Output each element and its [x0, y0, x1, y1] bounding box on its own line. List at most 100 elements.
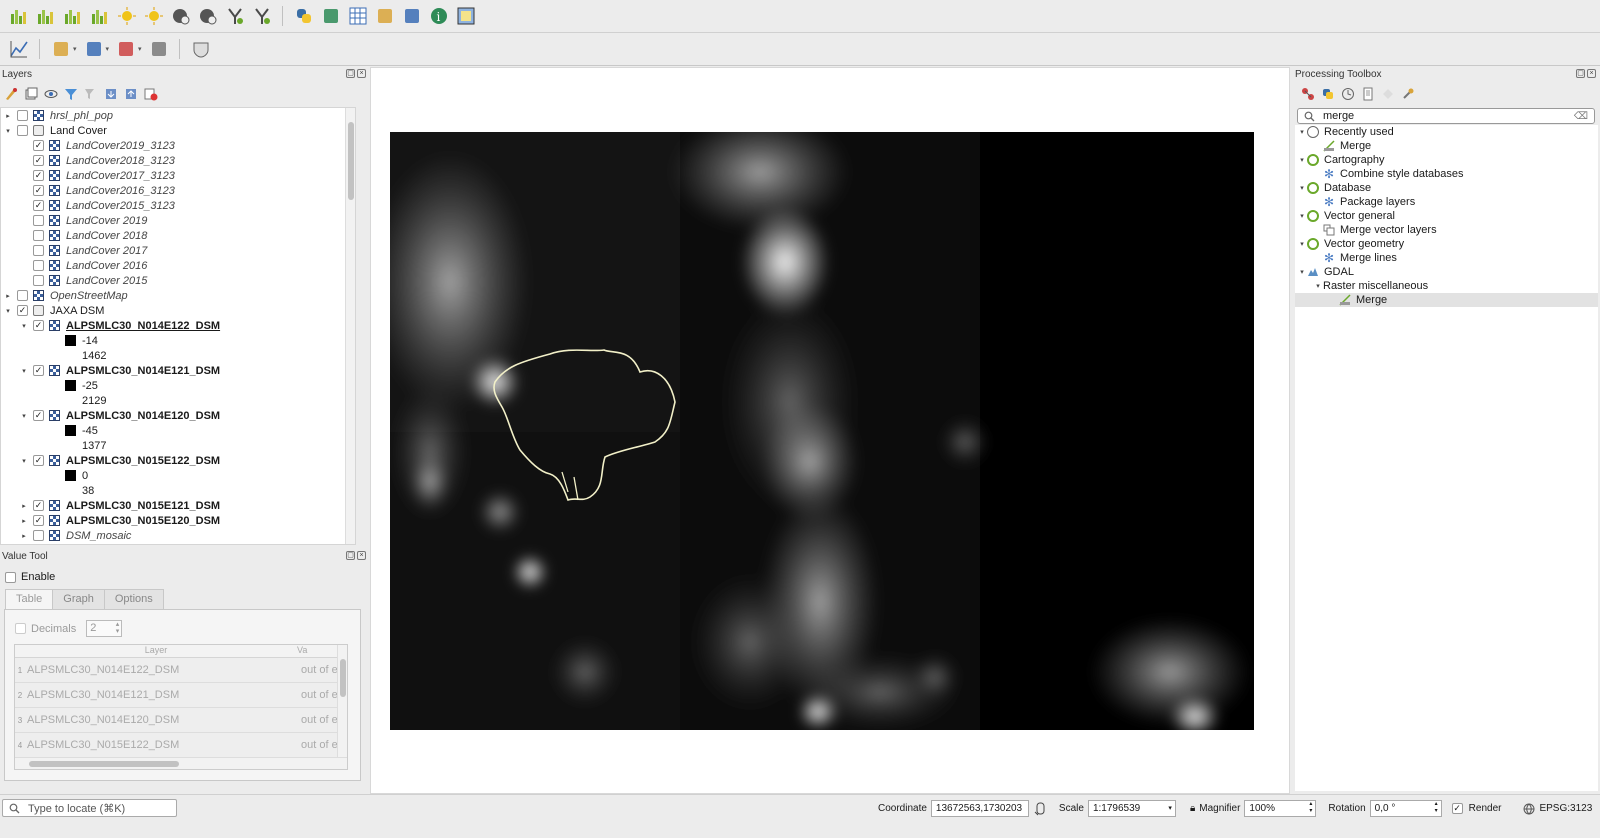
expand-arrow-icon[interactable]: ▾	[1300, 129, 1304, 136]
layer-visibility-checkbox[interactable]	[33, 275, 44, 286]
value-table-hscroll[interactable]	[15, 757, 347, 769]
close-panel-button[interactable]: ×	[357, 69, 366, 78]
vector-y-icon[interactable]	[224, 5, 246, 27]
layer-visibility-checkbox[interactable]: ✓	[33, 155, 44, 166]
edit-features-in-place-icon[interactable]	[1381, 87, 1395, 101]
layer-visibility-checkbox[interactable]	[33, 245, 44, 256]
expand-arrow-icon[interactable]: ▾	[6, 307, 10, 315]
filter-expression-icon[interactable]	[84, 87, 98, 101]
processing-search-input[interactable]: merge ⌫	[1297, 108, 1595, 124]
layer-item[interactable]: LandCover 2016	[1, 258, 355, 273]
expand-arrow-icon[interactable]: ▾	[1300, 269, 1304, 276]
layer-item[interactable]: ✓ LandCover2018_3123	[1, 153, 355, 168]
sun-add-icon[interactable]	[116, 5, 138, 27]
col-value-header[interactable]: Va	[297, 645, 308, 655]
dropdown-arrow-icon[interactable]: ▾	[138, 46, 142, 53]
mask-icon[interactable]	[190, 38, 212, 60]
algorithm-group[interactable]: ▾ Vector geometry	[1295, 237, 1598, 251]
layer-visibility-checkbox[interactable]: ✓	[33, 455, 44, 466]
layer-visibility-checkbox[interactable]: ✓	[33, 140, 44, 151]
layer-item[interactable]: ▾ ✓ ALPSMLC30_N014E122_DSM	[1, 318, 355, 333]
layer-visibility-checkbox[interactable]	[17, 290, 28, 301]
algorithm-item[interactable]: Merge vector layers	[1295, 223, 1598, 237]
layer-visibility-checkbox[interactable]	[33, 230, 44, 241]
remove-layer-icon[interactable]	[144, 87, 158, 101]
legend-item[interactable]: 1462	[1, 348, 355, 363]
layer-item[interactable]: ▾ ✓ ALPSMLC30_N014E121_DSM	[1, 363, 355, 378]
layer-visibility-checkbox[interactable]	[33, 215, 44, 226]
layer-item[interactable]: ▾ ✓ JAXA DSM	[1, 303, 355, 318]
table-row[interactable]: 2 ALPSMLC30_N014E121_DSM out of e	[15, 683, 347, 708]
layer-visibility-checkbox[interactable]: ✓	[33, 170, 44, 181]
layer-visibility-checkbox[interactable]: ✓	[33, 500, 44, 511]
enable-checkbox[interactable]	[5, 571, 16, 583]
layer-visibility-checkbox[interactable]: ✓	[33, 365, 44, 376]
layer-item[interactable]: LandCover 2017	[1, 243, 355, 258]
crs-value[interactable]: EPSG:3123	[1539, 803, 1593, 814]
style-manager-icon[interactable]	[4, 87, 18, 101]
algorithm-group[interactable]: ▾ Cartography	[1295, 153, 1598, 167]
layer-visibility-checkbox[interactable]: ✓	[33, 410, 44, 421]
expand-arrow-icon[interactable]: ▾	[1300, 157, 1304, 164]
vector-y-alt-icon[interactable]	[251, 5, 273, 27]
expand-arrow-icon[interactable]: ▾	[22, 412, 26, 420]
layer-visibility-checkbox[interactable]: ✓	[33, 515, 44, 526]
layer-item[interactable]: ▸ DSM_mosaic	[1, 528, 355, 543]
python-icon[interactable]	[293, 5, 315, 27]
table-row[interactable]: 3 ALPSMLC30_N014E120_DSM out of e	[15, 708, 347, 733]
render-checkbox[interactable]: ✓	[1451, 803, 1463, 814]
layer-item[interactable]: ▸ OpenStreetMap	[1, 288, 355, 303]
layer-item[interactable]: LandCover 2015	[1, 273, 355, 288]
algorithm-group[interactable]: ▾ Recently used	[1295, 125, 1598, 139]
histogram-icon[interactable]	[8, 5, 30, 27]
select-features-icon[interactable]	[50, 38, 72, 60]
layer-visibility-checkbox[interactable]	[17, 110, 28, 121]
layer-visibility-checkbox[interactable]	[17, 125, 28, 136]
sun-icon[interactable]	[143, 5, 165, 27]
models-icon[interactable]	[1301, 87, 1315, 101]
expand-arrow-icon[interactable]: ▾	[1300, 185, 1304, 192]
tab-table[interactable]: Table	[5, 589, 54, 609]
locator-search-input[interactable]: Type to locate (⌘K)	[2, 799, 177, 817]
algorithm-item[interactable]: ✻ Combine style databases	[1295, 167, 1598, 181]
mouse-toggle-icon[interactable]	[1033, 802, 1047, 816]
sync-icon[interactable]	[401, 5, 423, 27]
layer-item[interactable]: LandCover 2018	[1, 228, 355, 243]
close-panel-button[interactable]: ×	[1587, 69, 1596, 78]
profile-chart-icon[interactable]	[8, 38, 30, 60]
expand-arrow-icon[interactable]: ▾	[1300, 241, 1304, 248]
tab-graph[interactable]: Graph	[52, 589, 105, 609]
layer-visibility-checkbox[interactable]: ✓	[33, 200, 44, 211]
layer-tree-scrollbar[interactable]	[345, 108, 355, 544]
legend-item[interactable]: 1377	[1, 438, 355, 453]
crs-globe-icon[interactable]	[1523, 803, 1535, 815]
dropdown-arrow-icon[interactable]: ▾	[73, 46, 77, 53]
magnifier-spinbox[interactable]: 100% ▴ ▾	[1244, 800, 1317, 817]
path-tool-icon[interactable]	[374, 5, 396, 27]
spin-arrows-icon[interactable]: ▴ ▾	[115, 621, 120, 635]
attribute-table-icon[interactable]	[83, 38, 105, 60]
expand-arrow-icon[interactable]: ▾	[1316, 283, 1320, 290]
image-icon[interactable]	[455, 5, 477, 27]
algorithm-item[interactable]: ✻ Merge lines	[1295, 251, 1598, 265]
layer-visibility-checkbox[interactable]: ✓	[33, 185, 44, 196]
legend-item[interactable]: 2129	[1, 393, 355, 408]
table-row[interactable]: 1 ALPSMLC30_N014E122_DSM out of e	[15, 658, 347, 683]
expand-arrow-icon[interactable]: ▸	[22, 517, 26, 525]
algorithm-group[interactable]: ▾ GDAL	[1295, 265, 1598, 279]
algorithm-item[interactable]: Merge	[1295, 139, 1598, 153]
algorithm-item[interactable]: Merge	[1295, 293, 1598, 307]
layer-item[interactable]: ▾ ✓ ALPSMLC30_N014E120_DSM	[1, 408, 355, 423]
results-viewer-icon[interactable]	[1361, 87, 1375, 101]
scale-combobox[interactable]: 1:1796539 ▾	[1087, 800, 1176, 817]
col-layer-header[interactable]: Layer	[144, 645, 168, 655]
layer-item[interactable]: ✓ LandCover2019_3123	[1, 138, 355, 153]
layer-item[interactable]: ▾ Land Cover	[1, 123, 355, 138]
coordinate-field[interactable]: 13672563,1730203	[930, 800, 1029, 817]
expand-arrow-icon[interactable]: ▸	[22, 502, 26, 510]
close-panel-button[interactable]: ×	[357, 551, 366, 560]
algorithm-item[interactable]: ▾ Raster miscellaneous	[1295, 279, 1598, 293]
layer-item[interactable]: LandCover 2019	[1, 213, 355, 228]
rotation-spinbox[interactable]: 0,0 ° ▴ ▾	[1369, 800, 1442, 817]
history-icon[interactable]	[1341, 87, 1355, 101]
